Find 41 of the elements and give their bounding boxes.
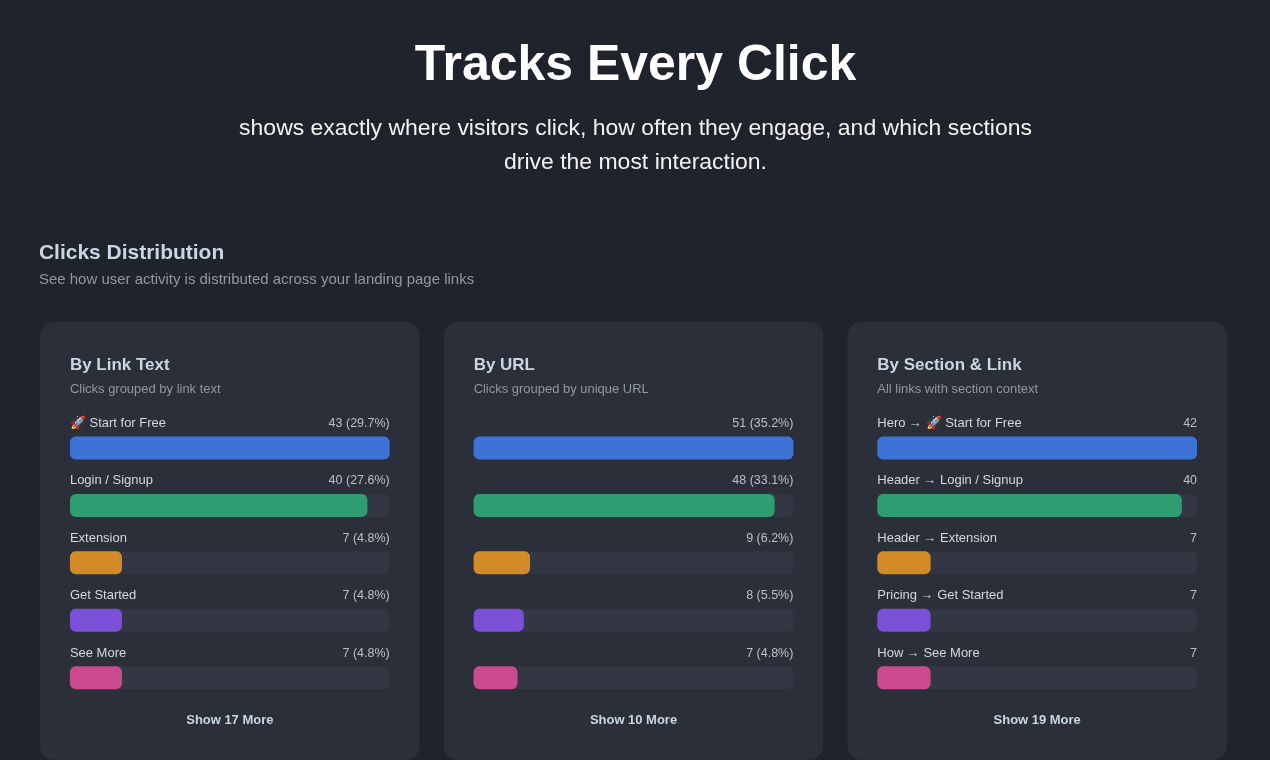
bar xyxy=(473,608,524,632)
bar xyxy=(473,666,518,690)
y-tick-label: How → See More xyxy=(877,644,980,660)
data-label: 40 xyxy=(1183,473,1198,488)
y-tick-label: Login / Signup xyxy=(69,472,153,488)
text: Clicks Distribution xyxy=(38,240,225,264)
text: See how user activity is distributed across your landing page links xyxy=(38,270,475,288)
chart-title: By URL xyxy=(473,355,535,375)
y-tick-label: 🚀 Start for Free xyxy=(69,414,166,430)
text: Tracks Every Click xyxy=(414,35,857,92)
y-tick-label: Extension xyxy=(69,529,127,545)
y-tick-label: Get Started xyxy=(69,587,137,603)
text: Show 10 More xyxy=(589,711,678,727)
data-label: 7 (4.8%) xyxy=(342,645,390,660)
chart-title: By Section & Link xyxy=(877,355,1023,375)
text: Show 17 More xyxy=(186,711,274,727)
chart-subtitle: Clicks grouped by unique URL xyxy=(473,380,649,396)
data-label: 42 xyxy=(1183,415,1198,430)
data-label: 9 (6.2%) xyxy=(746,530,794,545)
data-label: 51 (35.2%) xyxy=(732,415,794,430)
data-label: 7 xyxy=(1190,530,1198,545)
chart-title: By Link Text xyxy=(69,355,170,375)
chart-subtitle: Clicks grouped by link text xyxy=(69,380,221,396)
data-label: 40 (27.6%) xyxy=(328,473,390,488)
y-tick-label: See More xyxy=(69,644,127,660)
y-tick-label: Header → Extension xyxy=(877,529,997,545)
data-label: 7 xyxy=(1190,588,1198,603)
data-label: 7 (4.8%) xyxy=(342,530,390,545)
data-label: 7 xyxy=(1190,645,1198,660)
bar xyxy=(473,551,531,575)
data-label: 48 (33.1%) xyxy=(732,473,794,488)
data-label: 43 (29.7%) xyxy=(328,415,390,430)
data-label: 8 (5.5%) xyxy=(746,588,794,603)
chart-subtitle: All links with section context xyxy=(877,380,1039,396)
data-label: 7 (4.8%) xyxy=(342,588,390,603)
text: shows exactly where visitors click, how often they engage, and which sections drive the most interaction. xyxy=(239,114,1032,175)
text: Show 19 More xyxy=(993,711,1081,727)
y-tick-label: Pricing → Get Started xyxy=(877,587,1004,603)
data-label: 7 (4.8%) xyxy=(746,645,794,660)
y-tick-label: Hero → 🚀 Start for Free xyxy=(877,414,1022,430)
y-tick-label: Header → Login / Signup xyxy=(877,472,1023,488)
